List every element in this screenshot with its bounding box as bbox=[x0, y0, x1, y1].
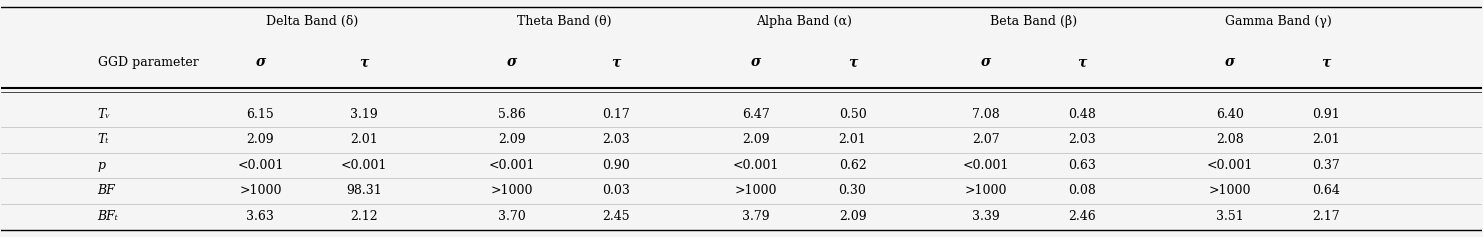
Text: 0.48: 0.48 bbox=[1068, 108, 1096, 121]
Text: Tᵥ: Tᵥ bbox=[98, 108, 111, 121]
Text: 98.31: 98.31 bbox=[346, 184, 383, 197]
Text: σ: σ bbox=[980, 55, 991, 69]
Text: τ: τ bbox=[359, 55, 369, 69]
Text: 2.01: 2.01 bbox=[839, 133, 866, 146]
Text: 3.51: 3.51 bbox=[1216, 210, 1244, 223]
Text: 0.08: 0.08 bbox=[1068, 184, 1096, 197]
Text: Tₜ: Tₜ bbox=[98, 133, 110, 146]
Text: 2.45: 2.45 bbox=[602, 210, 629, 223]
Text: 3.19: 3.19 bbox=[350, 108, 378, 121]
Text: GGD parameter: GGD parameter bbox=[98, 56, 199, 69]
Text: >1000: >1000 bbox=[491, 184, 534, 197]
Text: 2.08: 2.08 bbox=[1216, 133, 1244, 146]
Text: <0.001: <0.001 bbox=[1207, 159, 1253, 172]
Text: 2.17: 2.17 bbox=[1312, 210, 1341, 223]
Text: 6.40: 6.40 bbox=[1216, 108, 1244, 121]
Text: 2.46: 2.46 bbox=[1068, 210, 1096, 223]
Text: BF: BF bbox=[98, 184, 116, 197]
Text: 2.01: 2.01 bbox=[350, 133, 378, 146]
Text: 0.63: 0.63 bbox=[1068, 159, 1096, 172]
Text: <0.001: <0.001 bbox=[237, 159, 283, 172]
Text: τ: τ bbox=[611, 55, 620, 69]
Text: 3.63: 3.63 bbox=[246, 210, 274, 223]
Text: 0.17: 0.17 bbox=[602, 108, 630, 121]
Text: 0.62: 0.62 bbox=[839, 159, 866, 172]
Text: 3.70: 3.70 bbox=[498, 210, 526, 223]
Text: 2.12: 2.12 bbox=[350, 210, 378, 223]
Text: 6.15: 6.15 bbox=[246, 108, 274, 121]
Text: 2.09: 2.09 bbox=[246, 133, 274, 146]
Text: Delta Band (δ): Delta Band (δ) bbox=[265, 15, 359, 28]
Text: 2.09: 2.09 bbox=[839, 210, 866, 223]
Text: >1000: >1000 bbox=[736, 184, 777, 197]
Text: >1000: >1000 bbox=[1209, 184, 1252, 197]
Text: σ: σ bbox=[752, 55, 761, 69]
Text: τ: τ bbox=[1321, 55, 1330, 69]
Text: 2.01: 2.01 bbox=[1312, 133, 1341, 146]
Text: <0.001: <0.001 bbox=[341, 159, 387, 172]
Text: 2.09: 2.09 bbox=[743, 133, 770, 146]
Text: 2.09: 2.09 bbox=[498, 133, 526, 146]
Text: 0.50: 0.50 bbox=[839, 108, 866, 121]
Text: BFₜ: BFₜ bbox=[98, 210, 119, 223]
Text: Theta Band (θ): Theta Band (θ) bbox=[516, 15, 611, 28]
Text: <0.001: <0.001 bbox=[962, 159, 1008, 172]
Text: 0.37: 0.37 bbox=[1312, 159, 1341, 172]
Text: p: p bbox=[98, 159, 105, 172]
Text: σ: σ bbox=[507, 55, 518, 69]
Text: σ: σ bbox=[255, 55, 265, 69]
Text: 2.03: 2.03 bbox=[1068, 133, 1096, 146]
Text: 6.47: 6.47 bbox=[743, 108, 770, 121]
Text: σ: σ bbox=[1225, 55, 1235, 69]
Text: 0.91: 0.91 bbox=[1312, 108, 1341, 121]
Text: τ: τ bbox=[1077, 55, 1087, 69]
Text: 5.86: 5.86 bbox=[498, 108, 526, 121]
Text: Gamma Band (γ): Gamma Band (γ) bbox=[1225, 15, 1332, 28]
Text: Beta Band (β): Beta Band (β) bbox=[991, 15, 1078, 28]
Text: Alpha Band (α): Alpha Band (α) bbox=[756, 15, 853, 28]
Text: 7.08: 7.08 bbox=[971, 108, 1000, 121]
Text: 2.03: 2.03 bbox=[602, 133, 630, 146]
Text: 2.07: 2.07 bbox=[971, 133, 1000, 146]
Text: 3.79: 3.79 bbox=[743, 210, 770, 223]
Text: <0.001: <0.001 bbox=[489, 159, 535, 172]
Text: 3.39: 3.39 bbox=[971, 210, 1000, 223]
Text: <0.001: <0.001 bbox=[733, 159, 780, 172]
Text: 0.90: 0.90 bbox=[602, 159, 630, 172]
Text: >1000: >1000 bbox=[964, 184, 1007, 197]
Text: 0.64: 0.64 bbox=[1312, 184, 1341, 197]
Text: 0.03: 0.03 bbox=[602, 184, 630, 197]
Text: 0.30: 0.30 bbox=[838, 184, 866, 197]
Text: >1000: >1000 bbox=[239, 184, 282, 197]
Text: τ: τ bbox=[848, 55, 857, 69]
